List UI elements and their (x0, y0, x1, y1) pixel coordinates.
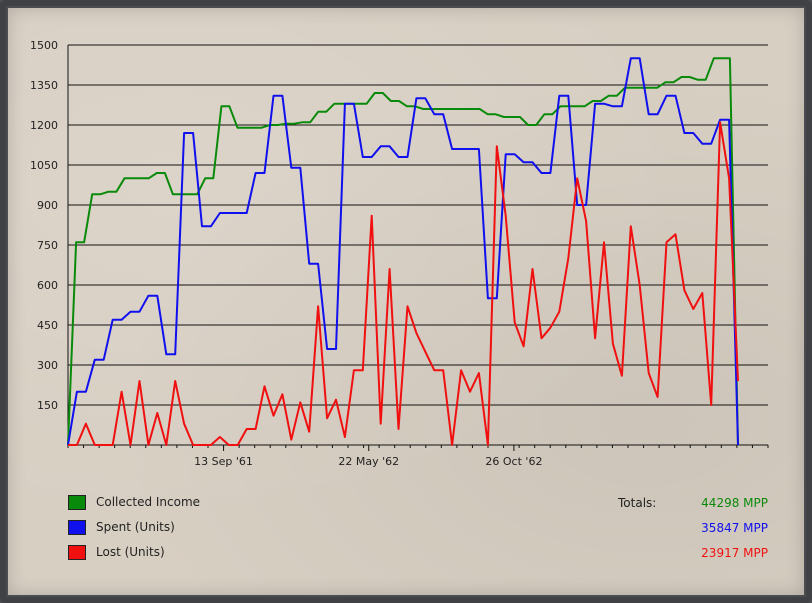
y-tick-label-750: 750 (37, 239, 58, 252)
legend-label-lost-units: Lost (Units) (96, 545, 165, 559)
legend-label-spent-units: Spent (Units) (96, 520, 175, 534)
y-tick-label-1050: 1050 (30, 159, 58, 172)
y-tick-label-1350: 1350 (30, 79, 58, 92)
legend-label-collected-income: Collected Income (96, 495, 201, 509)
series-line-spent-units (67, 57, 739, 446)
y-tick-label-900: 900 (37, 199, 58, 212)
x-tick-label-1: 22 May '62 (338, 455, 399, 468)
legend-item-collected-income: Collected Income (68, 493, 328, 511)
y-tick-label-1500: 1500 (30, 39, 58, 52)
legend-swatch-lost-units (68, 544, 86, 560)
y-tick-label-450: 450 (37, 319, 58, 332)
legend-swatch-spent-units (68, 519, 86, 535)
y-tick-label-300: 300 (37, 359, 58, 372)
total-spent-units: 35847 MPP (701, 521, 768, 535)
y-tick-label-600: 600 (37, 279, 58, 292)
y-tick-label-1200: 1200 (30, 119, 58, 132)
legend-swatch-collected-income (68, 494, 86, 510)
legend-item-spent-units: Spent (Units) (68, 518, 328, 536)
total-collected-income: 44298 MPP (701, 496, 768, 510)
legend-item-lost-units: Lost (Units) (68, 543, 328, 561)
x-tick-label-2: 26 Oct '62 (485, 455, 542, 468)
series-line-collected-income (67, 57, 739, 446)
series-line-lost-units (68, 121, 739, 446)
total-lost-units: 23917 MPP (701, 546, 768, 560)
x-tick-label-0: 13 Sep '61 (194, 455, 253, 468)
totals-label: Totals: (618, 496, 657, 510)
y-tick-label-150: 150 (37, 399, 58, 412)
